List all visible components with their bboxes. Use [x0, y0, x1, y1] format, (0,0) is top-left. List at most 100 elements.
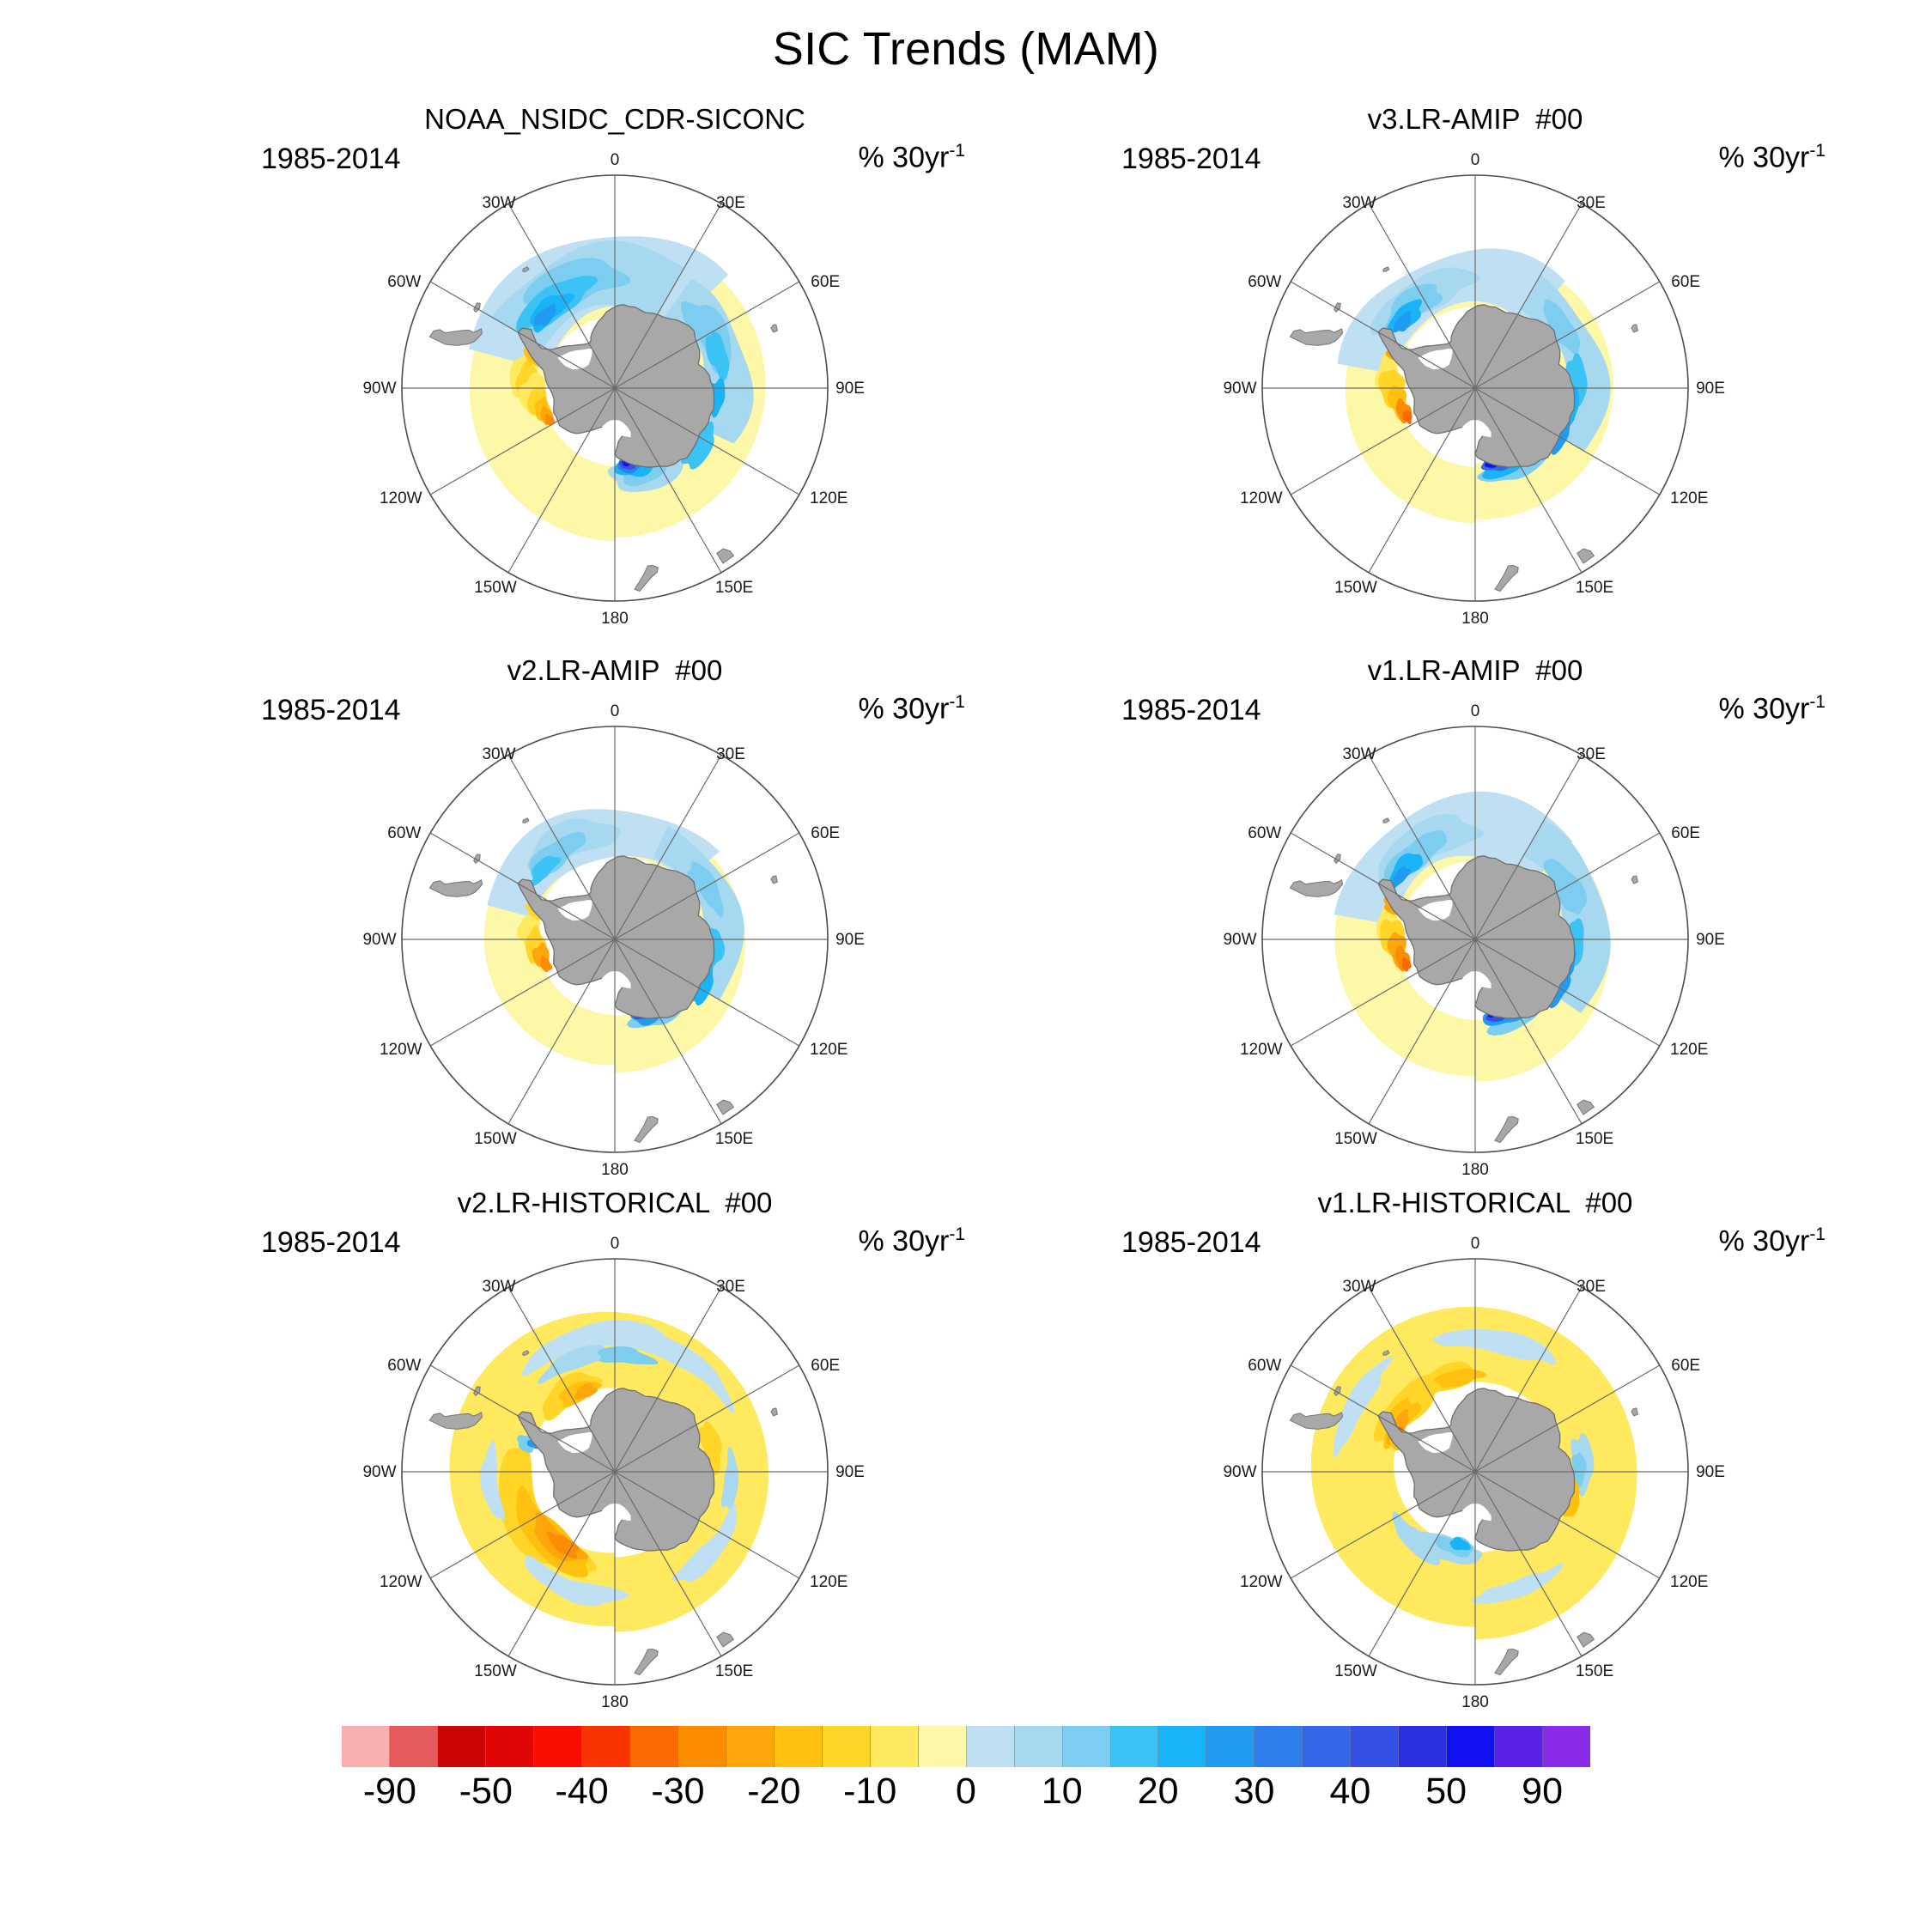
graticule-label-lon_60W: 60W — [1248, 1357, 1281, 1375]
graticule-meridian — [614, 387, 722, 574]
kerguelen-island — [1631, 1407, 1638, 1417]
new-zealand-landmass — [1494, 564, 1519, 592]
colorbar-swatch — [726, 1726, 775, 1767]
ross-ice-shelf — [600, 971, 631, 989]
tasmania-landmass — [1577, 1099, 1595, 1115]
graticule-meridian — [1474, 1364, 1661, 1473]
colorbar-swatch — [1110, 1726, 1159, 1767]
graticule-label-lon_120W: 120W — [1240, 1573, 1283, 1591]
polar-map: 0 30W 30E 60W 60E 90W 90E 120W 120E 150W 150E 180 — [1223, 151, 1725, 628]
colorbar-swatch — [533, 1726, 582, 1767]
map-data-layer — [1262, 1259, 1688, 1685]
ronne-filchner-ice-shelf — [1418, 349, 1453, 370]
falkland-islands — [473, 1386, 481, 1397]
graticule-label-lon_180: 180 — [601, 1693, 629, 1711]
graticule-meridian — [429, 387, 616, 495]
graticule-label-lon_120W: 120W — [380, 1573, 422, 1591]
graticule-meridian — [507, 754, 616, 940]
graticule-meridian — [1290, 1471, 1476, 1579]
graticule-label-lon_60W: 60W — [387, 1357, 421, 1375]
graticule-label-lon_60E: 60E — [811, 273, 840, 291]
graticule-label-lon_90E: 90E — [1696, 931, 1725, 949]
graticule-meridian — [507, 203, 616, 389]
map-panel-p6: v1.LR-HISTORICAL #00 1985-2014 % 30yr-1 … — [1106, 1187, 1844, 1719]
panel-title: v1.LR-AMIP #00 — [1367, 654, 1583, 686]
colorbar-swatch — [1351, 1726, 1400, 1767]
graticule-label-lon_150W: 150W — [1334, 1662, 1377, 1680]
graticule-label-lon_180: 180 — [1461, 1161, 1489, 1179]
new-zealand-landmass — [634, 1115, 659, 1144]
panel-period-label: 1985-2014 — [1121, 1226, 1261, 1259]
kerguelen-island — [770, 1407, 778, 1417]
graticule-meridian — [1290, 939, 1476, 1047]
map-container: 0 30W 30E 60W 60E 90W 90E 120W 120E 150W 150E 180 — [246, 685, 984, 1187]
graticule-label-lon_180: 180 — [1461, 1693, 1489, 1711]
colorbar-swatch — [1303, 1726, 1352, 1767]
graticule-meridian — [614, 1471, 722, 1657]
graticule-meridian — [614, 281, 800, 389]
graticule-label-lon_150E: 150E — [1576, 1130, 1613, 1148]
polar-map: 0 30W 30E 60W 60E 90W 90E 120W 120E 150W 150E 180 — [1223, 1235, 1724, 1711]
graticule-meridian — [614, 387, 800, 495]
new-zealand-landmass — [1494, 1648, 1519, 1676]
south-georgia-island — [1382, 817, 1390, 823]
panel-period-label: 1985-2014 — [1121, 694, 1261, 726]
graticule-meridian — [614, 1364, 800, 1473]
tasmania-landmass — [716, 548, 735, 564]
polar-map: 0 30W 30E 60W 60E 90W 90E 120W 120E 150W 150E 180 — [362, 151, 864, 628]
south-georgia-island — [522, 1350, 530, 1356]
panel-title: v3.LR-AMIP #00 — [1367, 103, 1583, 135]
graticule-label-lon_180: 180 — [601, 1161, 629, 1179]
units-exponent: -1 — [949, 692, 965, 712]
graticule-meridian — [1368, 754, 1476, 940]
ronne-filchner-ice-shelf — [557, 349, 592, 370]
graticule-meridian — [1474, 1471, 1661, 1579]
graticule-label-lon_30E: 30E — [716, 1278, 745, 1296]
sic-trend-contour — [533, 304, 556, 326]
kerguelen-island — [1631, 875, 1638, 884]
graticule-label-lon_90W: 90W — [1223, 380, 1256, 398]
sic-trend-contour — [574, 1382, 598, 1400]
graticule-label-lon_120W: 120W — [380, 489, 422, 507]
graticule-meridian — [1368, 1286, 1476, 1473]
graticule-label-lon_90W: 90W — [362, 1463, 396, 1481]
graticule-meridian — [1368, 387, 1476, 574]
graticule-label-lon_60E: 60E — [811, 1357, 840, 1375]
panel-units-label: % 30yr-1 — [1718, 1224, 1826, 1258]
graticule-label-lon_90E: 90E — [1696, 380, 1725, 398]
tasmania-landmass — [716, 1099, 735, 1115]
graticule-meridian — [614, 939, 722, 1125]
south-georgia-island — [522, 266, 530, 272]
graticule-label-lon_120E: 120E — [810, 489, 848, 507]
sic-trend-contour — [696, 1421, 722, 1476]
polar-map: 0 30W 30E 60W 60E 90W 90E 120W 120E 150W 150E 180 — [1223, 702, 1725, 1179]
panel-period-label: 1985-2014 — [261, 694, 401, 726]
sic-trend-contour — [681, 421, 714, 470]
falkland-islands — [1334, 854, 1341, 865]
map-outer-circle — [401, 726, 829, 1153]
sic-trend-contour — [1571, 1452, 1587, 1487]
graticule-label-lon_60W: 60W — [387, 824, 421, 842]
units-text: % 30yr — [858, 141, 950, 174]
tasmania-landmass — [1577, 548, 1595, 564]
colorbar-tick-label: 10 — [1041, 1771, 1083, 1812]
graticule-label-lon_120W: 120W — [1240, 1041, 1283, 1059]
graticule-meridian — [1474, 939, 1661, 1047]
graticule-label-lon_30W: 30W — [482, 745, 515, 763]
units-exponent: -1 — [1809, 141, 1826, 161]
units-exponent: -1 — [949, 1224, 965, 1244]
sic-trend-contour — [1433, 1368, 1487, 1388]
new-zealand-landmass — [1494, 1115, 1519, 1144]
panel-units-label: % 30yr-1 — [1718, 692, 1826, 726]
graticule-label-lon_90W: 90W — [1223, 931, 1256, 949]
sic-trend-contour — [687, 861, 724, 918]
colorbar-swatch — [1399, 1726, 1448, 1767]
units-text: % 30yr — [858, 692, 950, 726]
colorbar-swatch — [1206, 1726, 1255, 1767]
sic-trend-contour — [1449, 1536, 1471, 1551]
map-container: 0 30W 30E 60W 60E 90W 90E 120W 120E 150W 150E 180 — [1106, 134, 1844, 635]
graticule-meridian — [1474, 1471, 1583, 1657]
units-text: % 30yr — [1718, 692, 1810, 726]
colorbar-swatch — [389, 1726, 438, 1767]
